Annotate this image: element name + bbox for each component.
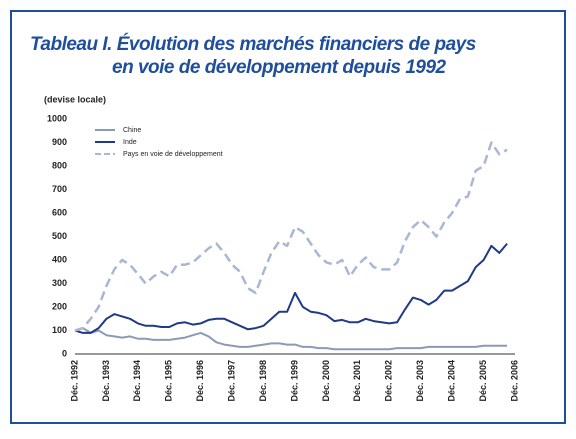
y-tick-label: 0: [62, 348, 67, 358]
series-line: [74, 141, 508, 332]
x-tick-label: Déc. 1995: [164, 360, 174, 402]
y-tick-label: 400: [52, 254, 67, 264]
x-tick-label: Déc. 2004: [447, 360, 457, 402]
y-tick-label: 700: [52, 184, 67, 194]
x-tick-label: Déc. 1998: [258, 360, 268, 402]
x-tick-label: Déc. 1992: [69, 360, 79, 402]
y-tick-label: 300: [52, 278, 67, 288]
series-line: [74, 242, 508, 334]
x-tick-label: Déc. 2005: [478, 360, 488, 402]
y-tick-label: 900: [52, 137, 67, 147]
y-axis-label: (devise locale): [44, 94, 106, 104]
x-tick-label: Déc. 1999: [289, 360, 299, 402]
frame: [10, 10, 566, 424]
x-tick-label: Déc. 2001: [352, 360, 362, 402]
chart-title: Tableau I. Évolution des marchés financi…: [30, 33, 476, 55]
legend-label: Pays en voie de développement: [123, 151, 223, 158]
x-tick-label: Déc. 2006: [509, 360, 519, 402]
chart-title: en voie de développement depuis 1992: [112, 57, 447, 78]
x-tick-label: Déc. 2002: [384, 360, 394, 402]
x-tick-label: Déc. 2000: [321, 360, 331, 402]
x-tick-label: Déc. 1994: [132, 360, 142, 402]
series-line: [74, 327, 508, 351]
x-tick-label: Déc. 2003: [415, 360, 425, 402]
y-tick-label: 600: [52, 207, 67, 217]
legend-label: Chine: [123, 127, 141, 134]
y-tick-label: 1000: [47, 113, 67, 123]
legend-label: Inde: [123, 139, 137, 146]
x-tick-label: Déc. 1997: [227, 360, 237, 402]
y-tick-label: 800: [52, 160, 67, 170]
y-tick-label: 100: [52, 325, 67, 335]
y-tick-label: 200: [52, 301, 67, 311]
y-tick-label: 500: [52, 231, 67, 241]
x-tick-label: Déc. 1993: [101, 360, 111, 402]
x-tick-label: Déc. 1996: [195, 360, 205, 402]
